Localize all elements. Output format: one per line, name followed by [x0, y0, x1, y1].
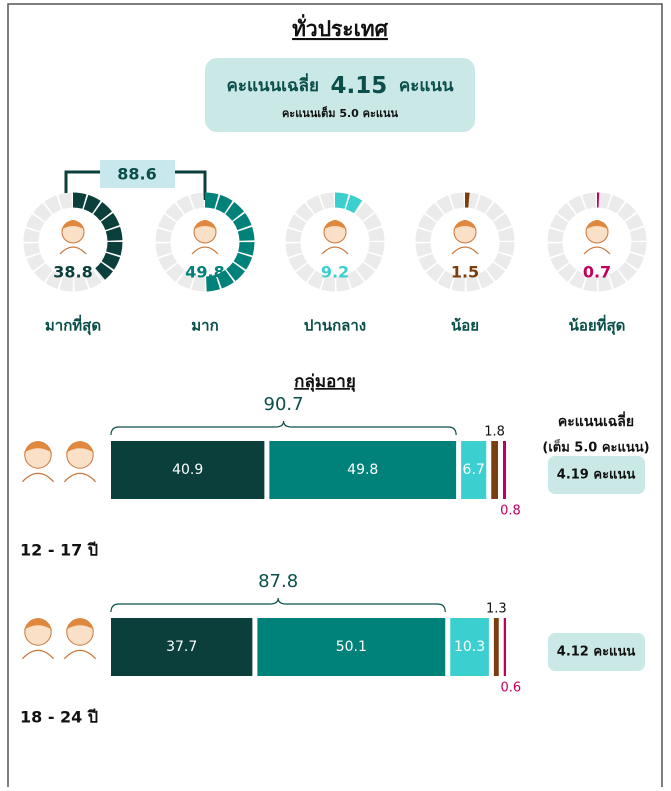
- top-two: 90.7: [264, 394, 304, 415]
- level-value: 9.2: [321, 263, 349, 282]
- level-label: น้อยที่สุด: [569, 315, 626, 336]
- level-value: 38.8: [53, 263, 92, 282]
- shoulders: [322, 247, 348, 254]
- section-title: กลุ่มอายุ: [294, 372, 356, 392]
- average-prefix: คะแนนเฉลี่ย: [226, 73, 318, 96]
- bar-label: 40.9: [172, 462, 203, 478]
- average-text: คะแนนเฉลี่ย 4.15 คะแนน: [226, 73, 453, 99]
- avg-subheader: (เต็ม 5.0 คะแนน): [542, 438, 649, 456]
- bar-label: 1.8: [484, 425, 505, 440]
- title: ทั่วประเทศ: [292, 13, 389, 41]
- level-value: 49.8: [185, 263, 224, 282]
- top-two: 88.6: [117, 165, 156, 184]
- level-value: 1.5: [451, 263, 479, 282]
- bar-label: 49.8: [347, 462, 378, 478]
- avg-header: คะแนนเฉลี่ย: [558, 411, 634, 430]
- group-average: 4.12 คะแนน: [557, 645, 636, 660]
- shoulders: [64, 650, 95, 658]
- shoulders: [22, 473, 53, 481]
- bar-label: 0.8: [500, 504, 521, 519]
- bar-label: 1.3: [486, 602, 507, 617]
- shoulders: [452, 247, 478, 254]
- group-label: 12 - 17 ปี: [20, 541, 98, 560]
- group-average: 4.19 คะแนน: [557, 468, 636, 483]
- bar-segment: [494, 618, 499, 676]
- average-note: คะแนนเต็ม 5.0 คะแนน: [282, 106, 399, 120]
- level-label: น้อย: [451, 317, 479, 335]
- level-label: มาก: [191, 317, 218, 335]
- brace: [111, 598, 445, 612]
- top-two: 87.8: [258, 571, 298, 592]
- level-value: 0.7: [583, 263, 611, 282]
- bar-label: 6.7: [463, 462, 485, 478]
- shoulders: [22, 650, 53, 658]
- bar-label: 37.7: [166, 639, 197, 655]
- bar-label: 50.1: [336, 639, 367, 655]
- shoulders: [192, 247, 218, 254]
- bar-segment: [504, 618, 506, 676]
- shoulders: [64, 473, 95, 481]
- bar-segment: [503, 441, 506, 499]
- shoulders: [584, 247, 610, 254]
- bar-label: 0.6: [501, 681, 522, 696]
- group-label: 18 - 24 ปี: [20, 708, 98, 727]
- average-value: 4.15: [331, 73, 388, 99]
- bar-segment: [491, 441, 498, 499]
- donut-arc: [335, 200, 358, 207]
- bar-label: 10.3: [454, 639, 485, 655]
- average-suffix: คะแนน: [399, 76, 454, 96]
- level-label: มากที่สุด: [45, 315, 101, 336]
- level-label: ปานกลาง: [304, 317, 366, 335]
- shoulders: [60, 247, 86, 254]
- brace: [111, 421, 456, 435]
